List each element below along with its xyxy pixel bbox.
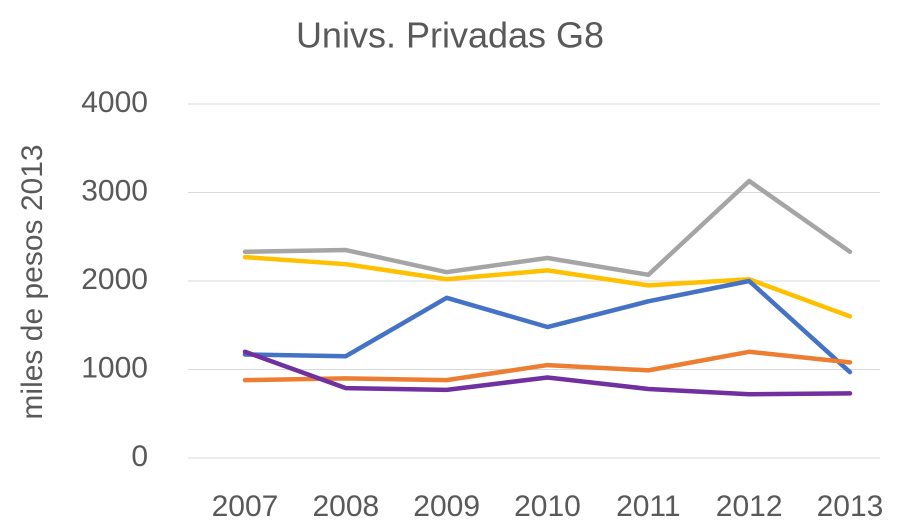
- y-tick-label: 1000: [81, 351, 148, 384]
- series-line: [242, 278, 853, 375]
- series-line: [242, 178, 853, 278]
- y-tick-label: 4000: [81, 86, 148, 119]
- x-tick-label: 2008: [312, 490, 379, 523]
- y-tick-label: 2000: [81, 263, 148, 296]
- series-line: [242, 254, 853, 319]
- x-tick-label: 2009: [413, 490, 480, 523]
- series-line: [242, 349, 853, 383]
- x-tick-label: 2013: [817, 490, 884, 523]
- y-tick-label: 3000: [81, 174, 148, 207]
- x-tick-label: 2007: [212, 490, 279, 523]
- x-tick-label: 2010: [514, 490, 581, 523]
- series-line: [242, 349, 853, 397]
- x-tick-label: 2011: [616, 490, 681, 523]
- y-tick-label: 0: [131, 440, 148, 473]
- chart-title: Univs. Privadas G8: [296, 15, 604, 56]
- y-axis-label: miles de pesos 2013: [16, 144, 49, 419]
- x-tick-label: 2012: [716, 490, 783, 523]
